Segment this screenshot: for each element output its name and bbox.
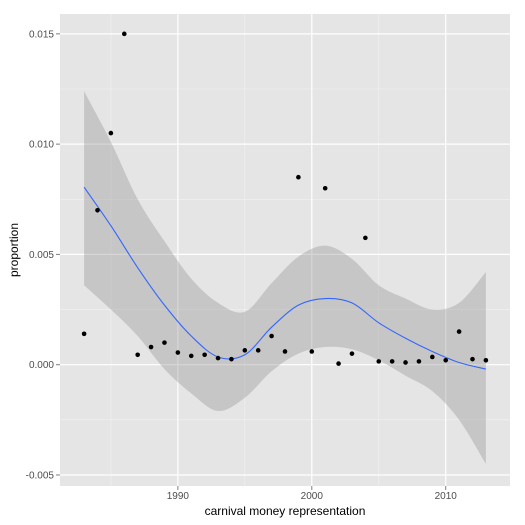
data-point bbox=[95, 207, 100, 213]
data-point bbox=[456, 329, 462, 334]
data-point bbox=[81, 331, 87, 337]
plot-panel bbox=[60, 14, 510, 486]
data-point bbox=[336, 361, 341, 366]
data-point bbox=[443, 357, 449, 363]
data-point bbox=[229, 356, 234, 362]
confidence-ribbon bbox=[84, 91, 486, 464]
data-point bbox=[188, 353, 194, 359]
x-axis: 1990 2000 2010 bbox=[167, 486, 458, 502]
data-point bbox=[148, 344, 154, 350]
data-point bbox=[389, 359, 395, 364]
y-tick-label: 0.005 bbox=[29, 250, 54, 261]
data-point bbox=[483, 357, 489, 363]
x-tick-label: 2000 bbox=[301, 491, 324, 502]
data-point bbox=[121, 31, 127, 37]
data-point bbox=[282, 349, 288, 354]
y-tick-label: 0.000 bbox=[29, 360, 54, 371]
data-point bbox=[322, 185, 328, 191]
data-point bbox=[309, 349, 315, 354]
data-point bbox=[162, 340, 167, 345]
y-tick-label: 0.010 bbox=[29, 140, 54, 151]
data-point bbox=[255, 348, 261, 353]
data-point bbox=[108, 130, 114, 136]
data-point bbox=[376, 359, 382, 364]
data-point bbox=[296, 174, 301, 180]
data-point bbox=[403, 360, 408, 365]
data-point bbox=[416, 359, 422, 364]
data-point bbox=[202, 352, 207, 358]
x-axis-title: carnival money representation bbox=[205, 504, 366, 518]
y-tick-label: -0.005 bbox=[26, 470, 55, 481]
smooth-line bbox=[83, 186, 487, 370]
data-point bbox=[135, 352, 140, 358]
grid-major bbox=[60, 14, 510, 486]
data-point bbox=[363, 235, 368, 241]
data-point bbox=[269, 333, 274, 339]
x-tick-label: 2010 bbox=[435, 491, 458, 502]
data-point bbox=[470, 356, 475, 362]
data-points bbox=[81, 31, 489, 366]
data-point bbox=[215, 355, 221, 361]
y-axis-title: proportion bbox=[7, 223, 21, 277]
x-tick-label: 1990 bbox=[167, 491, 190, 502]
y-axis: -0.005 0.000 0.005 0.010 0.015 bbox=[26, 29, 60, 481]
y-tick-label: 0.015 bbox=[29, 29, 54, 40]
data-point bbox=[175, 350, 181, 355]
data-point bbox=[430, 354, 435, 360]
data-point bbox=[349, 351, 355, 356]
grid-minor bbox=[60, 14, 510, 486]
data-point bbox=[242, 348, 248, 353]
